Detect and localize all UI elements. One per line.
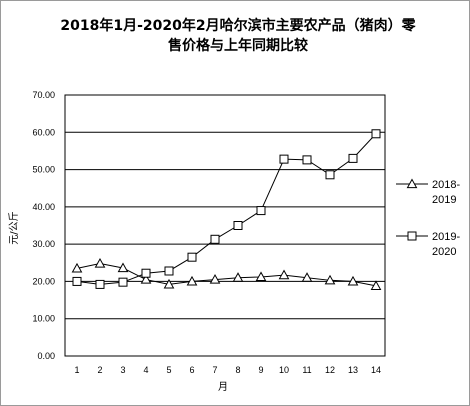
x-tick-label-3: 3 (120, 365, 125, 375)
x-tick-label-5: 5 (166, 365, 171, 375)
series-2-point-11 (302, 155, 312, 165)
series-2-point-1 (72, 276, 82, 286)
series-2-point-3 (118, 277, 128, 287)
x-tick-labels: 1 2 3 4 5 6 7 8 9 10 11 12 13 14 (74, 365, 381, 375)
x-axis-label: 月 (218, 381, 228, 393)
series-2-point-13 (348, 153, 358, 163)
series-1-point-12 (324, 274, 336, 285)
series-1-point-1 (71, 262, 83, 273)
series-1-point-11 (301, 272, 313, 282)
y-tick-label-5: 50.00 (32, 165, 55, 175)
series-1-point-13 (347, 275, 359, 286)
series-group (71, 129, 382, 291)
series-1-point-2 (94, 258, 106, 268)
legend-label-2-line-1: 2019- (432, 231, 460, 243)
series-1-point-4 (140, 274, 152, 284)
y-tick-label-0: 0.00 (37, 351, 55, 361)
x-tick-label-14: 14 (371, 365, 381, 375)
series-1-point-7 (209, 274, 221, 284)
legend-marker-2 (407, 231, 417, 241)
x-tick-label-7: 7 (212, 365, 217, 375)
series-2-point-9 (256, 206, 266, 216)
y-tick-label-7: 70.00 (32, 90, 55, 100)
x-tick-label-1: 1 (74, 365, 79, 375)
chart-title-line-1: 2018年1月-2020年2月哈尔滨市主要农产品（猪肉）零 (60, 17, 416, 34)
series-1-point-6 (186, 275, 198, 286)
series-1-point-14 (370, 280, 382, 291)
series-2-point-12 (325, 170, 335, 180)
chart-title-line-2: 售价格与上年同期比较 (167, 37, 308, 54)
y-tick-label-3: 30.00 (32, 239, 55, 249)
x-tick-label-11: 11 (302, 365, 311, 375)
legend: 2018- 2019 2019- 2020 (396, 178, 460, 258)
x-tick-label-10: 10 (279, 365, 289, 375)
y-axis-label: 元/公斤 (8, 211, 20, 244)
x-tick-label-2: 2 (97, 365, 102, 375)
plot-area (64, 94, 386, 357)
series-1-point-5 (163, 278, 175, 289)
y-tick-label-4: 40.00 (32, 202, 55, 212)
series-2-point-6 (187, 252, 197, 262)
legend-label-1-line-2: 2019 (432, 194, 456, 206)
x-tick-label-8: 8 (235, 365, 240, 375)
series-2-point-10 (279, 154, 289, 164)
legend-marker-1 (406, 178, 418, 189)
series-1-point-8 (232, 272, 244, 282)
x-tick-label-4: 4 (143, 365, 148, 375)
series-2-point-7 (210, 234, 220, 244)
series-1-point-3 (117, 262, 129, 273)
series-1-point-10 (278, 269, 290, 280)
series-2-point-2 (95, 279, 105, 289)
y-tick-label-2: 20.00 (32, 276, 55, 286)
x-tick-label-12: 12 (325, 365, 335, 375)
series-1-point-9 (255, 271, 267, 282)
y-tick-label-1: 10.00 (32, 314, 55, 324)
x-tick-label-13: 13 (348, 365, 358, 375)
series-2-point-14 (371, 129, 381, 139)
y-tick-labels: 0.00 10.00 20.00 30.00 40.00 50.00 60.00 70.00 (32, 90, 55, 361)
series-2-point-4 (141, 268, 151, 278)
series-2-point-8 (233, 221, 243, 230)
legend-label-2-line-2: 2020 (432, 246, 456, 258)
y-tick-label-6: 60.00 (32, 127, 55, 137)
series-2-point-5 (164, 266, 174, 276)
x-tick-label-6: 6 (189, 365, 194, 375)
x-tick-label-9: 9 (258, 365, 263, 375)
legend-label-1-line-1: 2018- (432, 179, 460, 191)
